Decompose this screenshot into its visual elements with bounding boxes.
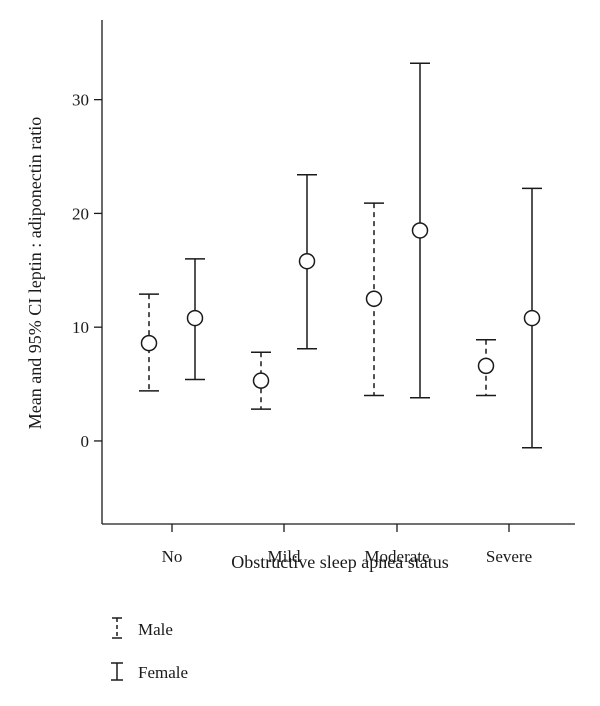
mean-marker — [298, 252, 316, 270]
x-tick-label: No — [162, 547, 183, 566]
x-axis-ticks: No Mild Moderate Severe — [162, 524, 532, 566]
x-tick-label: Moderate — [364, 547, 429, 566]
errorbar-male-no — [139, 293, 159, 392]
x-axis-title: Obstructive sleep apnea status — [231, 552, 448, 572]
legend-label-female: Female — [138, 663, 188, 682]
y-tick-label: 30 — [72, 91, 89, 110]
x-tick-label: Mild — [267, 547, 301, 566]
mean-marker — [140, 334, 158, 352]
mean-marker — [252, 372, 270, 389]
y-tick-label: 0 — [81, 432, 90, 451]
plot-area: 0 10 20 30 No Mild Moderate Severe — [72, 20, 575, 566]
legend-label-male: Male — [138, 620, 173, 639]
errorbar-female-no — [185, 258, 205, 381]
mean-marker — [411, 222, 429, 239]
legend: Male Female — [111, 617, 188, 682]
y-tick-label: 20 — [72, 204, 89, 223]
errorbar-female-moderate — [410, 62, 430, 399]
legend-item-female: Female — [111, 662, 188, 682]
legend-item-male: Male — [112, 617, 173, 639]
y-tick-label: 10 — [72, 318, 89, 337]
legend-symbol-female — [111, 662, 123, 681]
errorbar-female-severe — [522, 187, 542, 449]
legend-symbol-male — [112, 617, 122, 639]
mean-marker — [186, 309, 204, 327]
x-tick-label: Severe — [486, 547, 532, 566]
y-axis-title: Mean and 95% CI leptin : adiponectin rat… — [25, 117, 45, 429]
errorbar-male-severe — [476, 338, 496, 397]
mean-marker — [523, 309, 541, 327]
errorbar-female-mild — [297, 173, 317, 350]
y-axis-ticks: 0 10 20 30 — [72, 91, 102, 451]
mean-marker — [477, 357, 495, 375]
error-bars — [139, 62, 542, 449]
errorbar-male-moderate — [364, 202, 384, 397]
mean-marker — [365, 290, 383, 307]
errorbar-male-mild — [251, 351, 271, 410]
